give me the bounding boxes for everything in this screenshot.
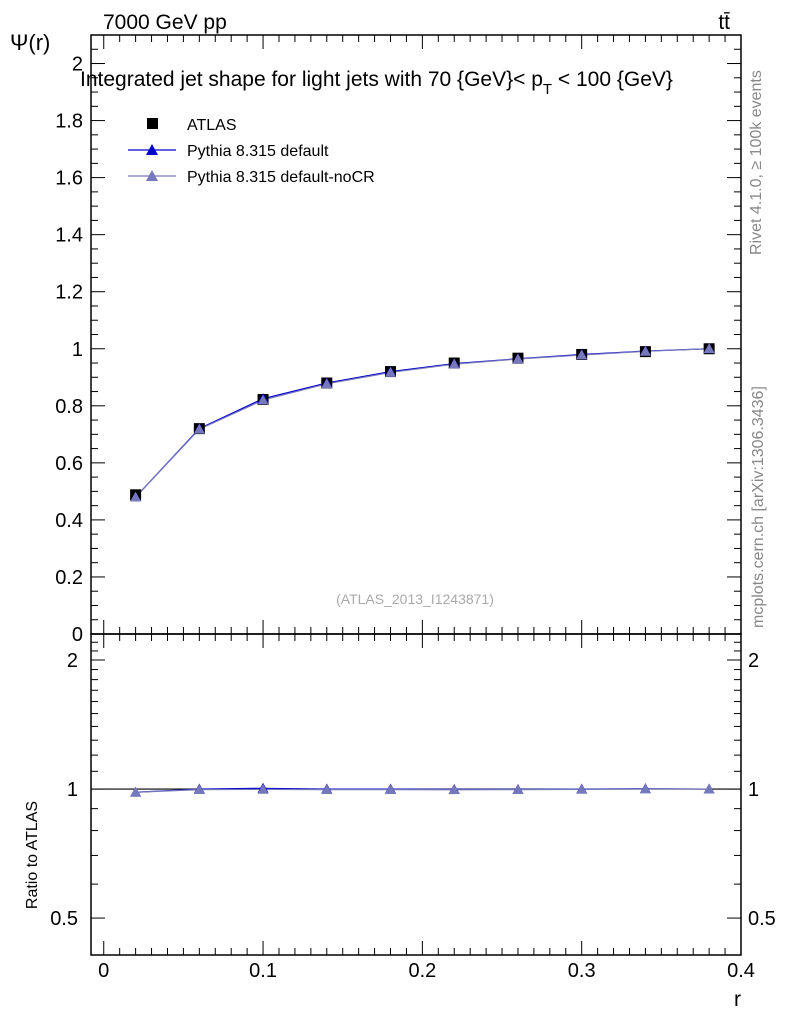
main-y-tick-label: 1.2 xyxy=(55,282,83,304)
ratio-y-tick-label-right: 0.5 xyxy=(748,908,776,930)
main-y-tick-labels: 0 0.2 0.4 0.6 0.8 1 1.2 1.4 1.6 1.8 2 xyxy=(55,54,83,646)
ratio-nocr-point xyxy=(321,784,333,794)
ratio-plot-frame xyxy=(90,633,742,956)
ratio-nocr-point xyxy=(385,784,397,794)
main-y-tick-label: 0.4 xyxy=(55,510,83,532)
nocr-data-point xyxy=(385,366,397,377)
ratio-nocr-point xyxy=(576,783,588,794)
nocr-data-point xyxy=(703,343,715,354)
x-tick-label: 0.4 xyxy=(727,960,755,982)
main-y-tick-label: 0.8 xyxy=(55,396,83,418)
plot-title: Integrated jet shape for light jets with… xyxy=(80,68,673,98)
plot-title-prefix: Integrated jet shape for light jets with… xyxy=(80,68,543,91)
nocr-data-point xyxy=(257,394,269,405)
ratio-nocr-point xyxy=(193,784,205,794)
main-y-tick-label: 2 xyxy=(72,54,83,76)
main-y-axis-label: Ψ(r) xyxy=(10,30,50,55)
ratio-y-axis-label: Ratio to ATLAS xyxy=(24,801,41,909)
energy-label: 7000 GeV pp xyxy=(103,11,227,34)
nocr-data-point xyxy=(576,349,588,360)
ratio-series-layer xyxy=(91,782,741,797)
main-axis-ticks xyxy=(91,34,742,635)
main-series-layer xyxy=(130,343,715,502)
legend-label-default: Pythia 8.315 default xyxy=(187,143,329,160)
ratio-nocr-point xyxy=(703,783,715,794)
legend-label-atlas: ATLAS xyxy=(187,117,237,134)
x-tick-labels: 0 0.1 0.2 0.3 0.4 xyxy=(98,960,755,982)
main-y-tick-label: 1.6 xyxy=(55,168,83,190)
ratio-nocr-point xyxy=(512,784,524,794)
ratio-nocr-point xyxy=(257,783,269,794)
ratio-y-tick-label-left: 2 xyxy=(67,650,78,672)
legend: ATLAS Pythia 8.315 default Pythia 8.315 … xyxy=(128,117,375,186)
nocr-data-point xyxy=(130,491,142,502)
main-y-tick-label: 1.4 xyxy=(55,225,83,247)
legend-marker-atlas xyxy=(147,118,158,129)
nocr-data-point xyxy=(321,378,333,389)
ratio-y-tick-label-right: 1 xyxy=(748,779,759,801)
x-tick-label: 0.2 xyxy=(408,960,436,982)
x-axis-label: r xyxy=(734,988,741,1011)
ratio-y-tick-labels: 0.5 0.5 1 1 2 2 xyxy=(50,650,776,930)
ratio-nocr-point xyxy=(448,784,460,795)
ratio-nocr-point xyxy=(130,786,142,797)
legend-marker-nocr xyxy=(146,170,158,181)
legend-label-nocr: Pythia 8.315 default-noCR xyxy=(187,169,375,186)
ratio-nocr-point xyxy=(639,783,651,794)
x-tick-label: 0.3 xyxy=(568,960,596,982)
legend-marker-default xyxy=(146,144,158,155)
main-y-tick-label: 0.6 xyxy=(55,453,83,475)
main-y-tick-label: 0.2 xyxy=(55,567,83,589)
process-label: tt̄ xyxy=(718,11,730,34)
analysis-watermark: (ATLAS_2013_I1243871) xyxy=(336,591,494,607)
nocr-data-point xyxy=(193,423,205,434)
ratio-axis-ticks xyxy=(91,634,742,955)
ratio-y-tick-label-left: 1 xyxy=(67,779,78,801)
nocr-data-point xyxy=(639,345,651,356)
series-line-nocr xyxy=(135,348,710,498)
ratio-line-nocr xyxy=(135,788,710,793)
plot-title-subscript: T xyxy=(543,81,552,98)
series-line-default xyxy=(135,348,710,498)
nocr-data-point xyxy=(512,353,524,364)
nocr-data-point xyxy=(448,358,460,369)
main-y-tick-label: 1 xyxy=(72,339,83,361)
mcplots-label: mcplots.cern.ch [arXiv:1306.3436] xyxy=(750,386,767,628)
rivet-label: Rivet 4.1.0, ≥ 100k events xyxy=(748,70,765,255)
plot-title-suffix: < 100 {GeV} xyxy=(552,68,673,91)
x-tick-label: 0.1 xyxy=(249,960,277,982)
main-y-tick-label: 0 xyxy=(72,624,83,646)
main-y-tick-label: 1.8 xyxy=(55,111,83,133)
ratio-y-tick-label-right: 2 xyxy=(748,650,759,672)
x-tick-label: 0 xyxy=(98,960,109,982)
ratio-y-tick-label-left: 0.5 xyxy=(50,908,78,930)
